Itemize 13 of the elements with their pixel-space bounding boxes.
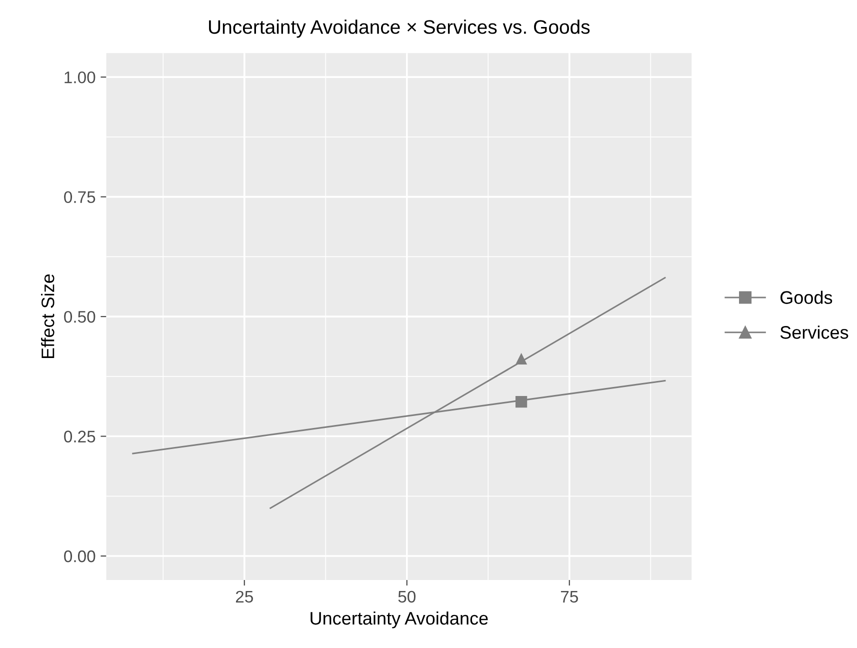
y-tick-label: 0.75: [64, 191, 96, 204]
y-tick-label: 0.00: [64, 550, 96, 562]
y-axis-title: Effect Size: [41, 274, 54, 358]
y-tick-label: 1.00: [64, 71, 96, 84]
x-axis-title: Uncertainty Avoidance: [310, 611, 488, 628]
legend-label: Services: [780, 326, 848, 339]
y-tick-label: 0.50: [64, 310, 96, 323]
chart-title: Uncertainty Avoidance × Services vs. Goods: [209, 20, 590, 38]
x-tick-label: 25: [236, 590, 253, 603]
legend-label: Goods: [780, 290, 832, 304]
x-tick-label: 50: [398, 590, 416, 603]
y-tick-label: 0.25: [64, 430, 96, 442]
x-tick-label: 75: [560, 590, 578, 603]
